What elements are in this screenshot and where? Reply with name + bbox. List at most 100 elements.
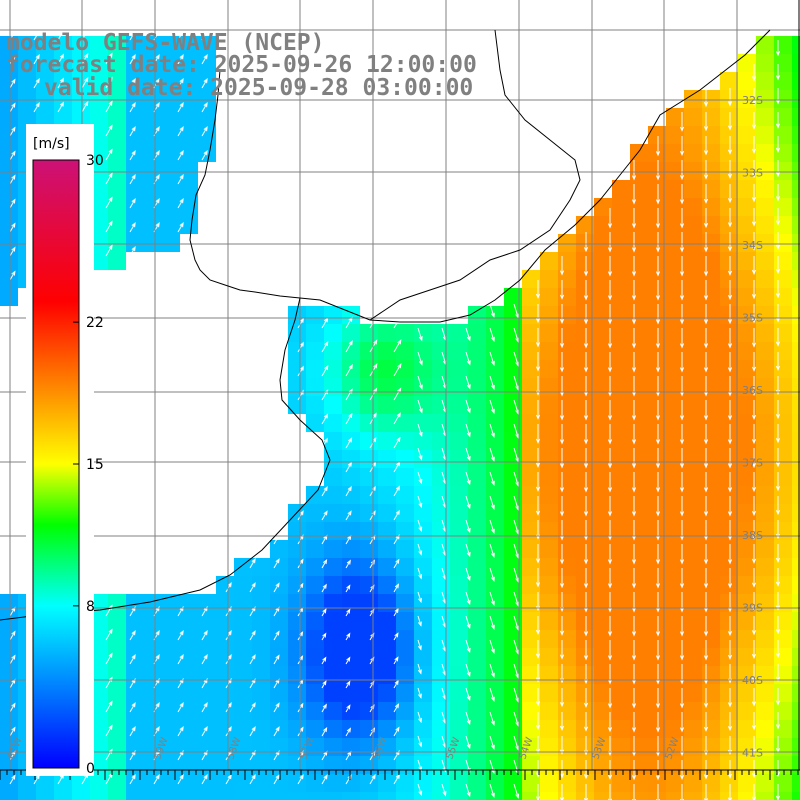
- wind-cell: [738, 792, 756, 800]
- arrow-head: [418, 336, 423, 342]
- wind-cell: [774, 252, 792, 270]
- wind-arrow: [751, 136, 757, 154]
- wind-cell: [684, 180, 702, 198]
- arrow-shaft: [129, 198, 136, 209]
- wind-cell: [306, 522, 324, 540]
- wind-cell: [396, 360, 414, 378]
- wind-cell: [792, 144, 800, 162]
- arrow-head: [703, 415, 709, 421]
- arrow-shaft: [489, 711, 495, 725]
- wind-cell: [90, 234, 108, 252]
- wind-arrow: [607, 208, 613, 229]
- arrow-head: [727, 367, 733, 373]
- arrow-shaft: [177, 222, 184, 233]
- arrow-head: [655, 319, 661, 325]
- arrow-head: [703, 655, 709, 661]
- wind-cell: [450, 504, 468, 522]
- arrow-head: [583, 511, 589, 517]
- arrow-head: [775, 486, 781, 492]
- wind-cell: [792, 126, 800, 144]
- wind-arrow: [655, 136, 661, 157]
- wind-cell: [306, 486, 324, 504]
- wind-cell: [162, 630, 180, 648]
- wind-arrow: [655, 352, 661, 373]
- wind-cell: [612, 684, 630, 702]
- wind-cell: [108, 756, 126, 774]
- wind-arrow: [703, 256, 709, 277]
- wind-cell: [486, 378, 504, 396]
- wind-cell: [720, 324, 738, 342]
- wind-cell: [504, 684, 522, 702]
- arrow-head: [775, 557, 781, 564]
- arrow-head: [346, 584, 351, 590]
- wind-cell: [648, 774, 666, 792]
- wind-cell: [486, 594, 504, 612]
- arrow-head: [348, 412, 353, 418]
- wind-arrow: [393, 363, 402, 377]
- arrow-head: [679, 559, 685, 565]
- arrow-shaft: [129, 630, 136, 641]
- wind-cell: [144, 108, 162, 126]
- arrow-shaft: [513, 543, 519, 558]
- wind-cell: [432, 414, 450, 432]
- wind-cell: [396, 378, 414, 396]
- wind-cell: [756, 504, 774, 522]
- wind-cell: [162, 108, 180, 126]
- arrow-head: [559, 559, 565, 565]
- wind-cell: [738, 720, 756, 738]
- arrow-head: [583, 463, 589, 469]
- wind-cell: [756, 252, 774, 270]
- wind-arrow: [607, 496, 613, 517]
- wind-cell: [396, 774, 414, 792]
- wind-cell: [18, 72, 36, 90]
- wind-cell: [414, 486, 432, 504]
- arrow-head: [491, 432, 495, 439]
- wind-arrow: [177, 630, 184, 641]
- wind-cell: [558, 792, 576, 800]
- wind-cell: [666, 558, 684, 576]
- arrow-shaft: [177, 78, 184, 89]
- wind-arrow: [9, 246, 16, 257]
- arrow-head: [227, 750, 232, 756]
- wind-cell: [774, 450, 792, 468]
- wind-cell: [576, 684, 594, 702]
- wind-arrow: [751, 784, 757, 800]
- wind-arrow: [583, 616, 589, 637]
- wind-arrow: [607, 424, 613, 445]
- wind-cell: [198, 108, 216, 126]
- arrow-head: [275, 558, 280, 564]
- arrow-head: [179, 198, 184, 204]
- wind-cell: [702, 540, 720, 558]
- arrow-shaft: [225, 654, 232, 665]
- wind-cell: [396, 432, 414, 450]
- wind-cell: [648, 558, 666, 576]
- wind-cell: [414, 360, 432, 378]
- arrow-shaft: [129, 702, 136, 713]
- arrow-head: [515, 577, 520, 583]
- arrow-head: [679, 679, 685, 685]
- arrow-head: [346, 656, 351, 662]
- wind-arrow: [105, 52, 113, 65]
- wind-cell: [378, 612, 396, 630]
- arrow-head: [346, 632, 351, 638]
- wind-arrow: [393, 656, 399, 665]
- wind-cell: [234, 630, 252, 648]
- arrow-head: [203, 126, 208, 132]
- wind-cell: [666, 468, 684, 486]
- wind-cell: [612, 504, 630, 522]
- arrow-shaft: [249, 630, 256, 641]
- wind-arrow: [129, 54, 136, 65]
- arrow-head: [131, 150, 136, 156]
- wind-cell: [612, 324, 630, 342]
- wind-arrow: [321, 680, 327, 689]
- wind-arrow: [177, 678, 184, 689]
- wind-cell: [648, 630, 666, 648]
- wind-cell: [108, 126, 126, 144]
- arrow-head: [751, 269, 757, 276]
- arrow-head: [727, 270, 733, 276]
- arrow-head: [607, 774, 613, 780]
- wind-cell: [180, 216, 198, 234]
- wind-cell: [774, 684, 792, 702]
- arrow-head: [131, 102, 136, 108]
